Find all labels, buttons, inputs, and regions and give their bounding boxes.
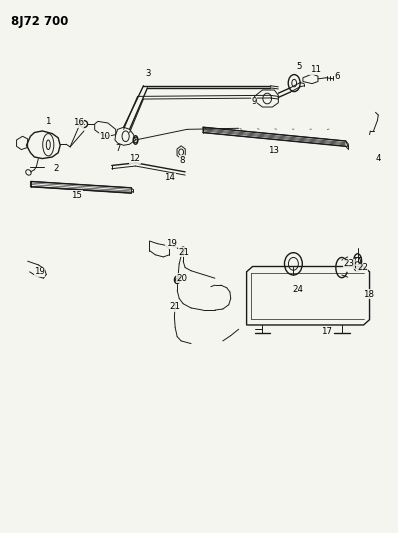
Text: 16: 16 xyxy=(73,118,84,127)
Text: 2: 2 xyxy=(53,164,59,173)
Text: 19: 19 xyxy=(34,268,45,276)
Text: 3: 3 xyxy=(146,69,151,78)
Text: 21: 21 xyxy=(178,248,189,257)
Text: 20: 20 xyxy=(176,273,187,282)
Text: 17: 17 xyxy=(321,327,332,336)
Text: 21: 21 xyxy=(169,302,180,311)
Circle shape xyxy=(176,278,179,282)
Text: 19: 19 xyxy=(166,239,177,248)
Text: 15: 15 xyxy=(71,191,82,200)
Text: 7: 7 xyxy=(115,144,121,153)
Text: 9: 9 xyxy=(251,97,256,106)
Text: 5: 5 xyxy=(297,62,302,70)
Text: 8: 8 xyxy=(179,156,185,165)
Text: 12: 12 xyxy=(129,154,140,163)
Text: 11: 11 xyxy=(310,66,321,74)
Text: 8J72 700: 8J72 700 xyxy=(11,15,68,28)
Text: 10: 10 xyxy=(99,132,110,141)
Text: 23: 23 xyxy=(343,260,354,268)
Text: 6: 6 xyxy=(334,71,340,80)
Text: 14: 14 xyxy=(164,173,175,182)
Text: 13: 13 xyxy=(268,146,279,155)
Text: 18: 18 xyxy=(363,289,374,298)
Text: 1: 1 xyxy=(45,117,50,126)
Text: 22: 22 xyxy=(357,263,368,272)
Text: 24: 24 xyxy=(292,285,303,294)
Text: 4: 4 xyxy=(376,154,381,163)
